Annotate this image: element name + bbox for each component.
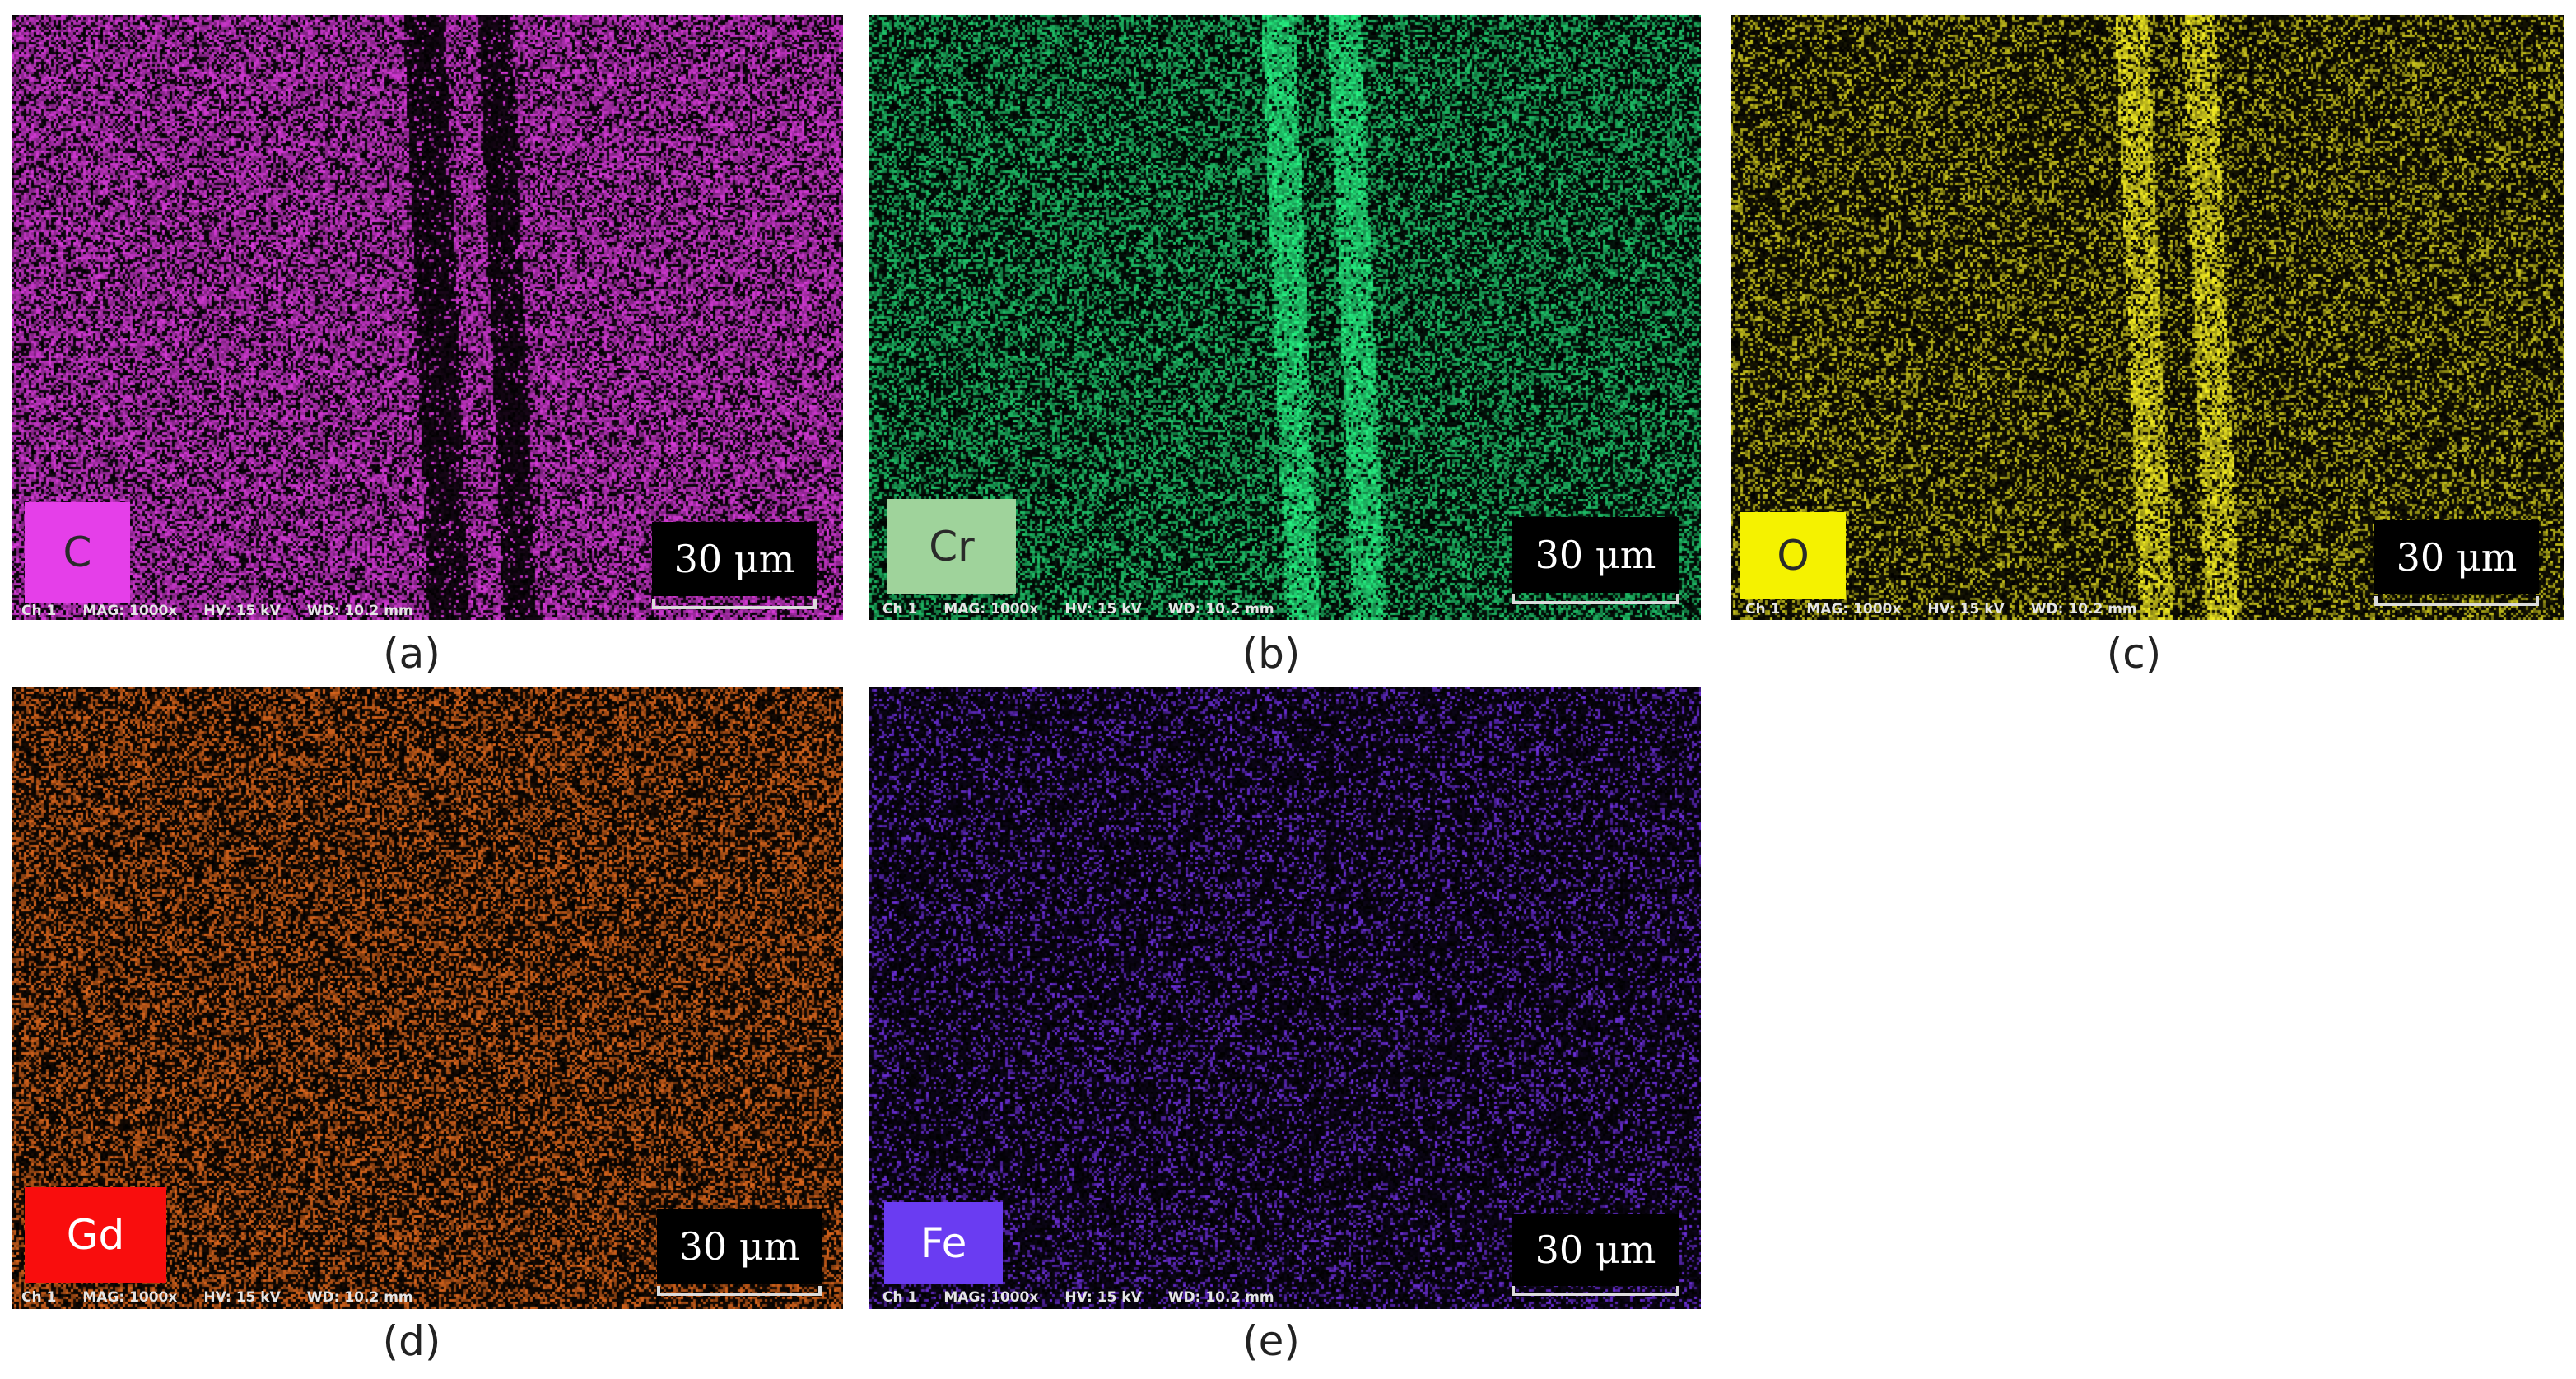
scale-bar-label-o: 30 μm <box>2374 520 2539 594</box>
element-label-gd: Gd <box>25 1187 166 1283</box>
eds-map-canvas-fe <box>869 687 1701 1309</box>
eds-map-canvas-o <box>1731 15 2564 620</box>
scale-bar-o <box>2374 596 2539 606</box>
scale-bar-label-cr: 30 μm <box>1512 517 1679 593</box>
scale-bar-cr <box>1512 594 1679 604</box>
element-label-o: O <box>1740 512 1846 599</box>
element-label-cr: Cr <box>887 499 1016 594</box>
scale-bar-gd <box>657 1286 822 1296</box>
eds-map-panel-o: O 30 μm Ch 1 MAG: 1000x HV: 15 kV WD: 10.2 … <box>1731 15 2564 620</box>
eds-map-panel-fe: Fe 30 μm Ch 1 MAG: 1000x HV: 15 kV WD: 10.2… <box>869 687 1701 1309</box>
caption-d: (d) <box>382 1317 441 1365</box>
sem-metadata-o: Ch 1 MAG: 1000x HV: 15 kV WD: 10.2 mm <box>1745 601 2137 617</box>
caption-e: (e) <box>1242 1317 1300 1365</box>
scale-bar-fe <box>1512 1286 1679 1296</box>
scale-bar-label-gd: 30 μm <box>657 1209 822 1284</box>
scale-bar-label-c: 30 μm <box>652 522 817 596</box>
element-label-c: C <box>25 502 130 603</box>
sem-metadata-fe: Ch 1 MAG: 1000x HV: 15 kV WD: 10.2 mm <box>883 1289 1274 1306</box>
eds-map-panel-c: C 30 μm Ch 1 MAG: 1000x HV: 15 kV WD: 10.2 … <box>12 15 843 620</box>
sem-metadata-cr: Ch 1 MAG: 1000x HV: 15 kV WD: 10.2 mm <box>883 601 1274 617</box>
scale-bar-label-fe: 30 μm <box>1512 1214 1679 1286</box>
element-label-fe: Fe <box>884 1202 1003 1284</box>
scale-bar-c <box>652 599 817 609</box>
sem-metadata-gd: Ch 1 MAG: 1000x HV: 15 kV WD: 10.2 mm <box>21 1289 413 1306</box>
eds-map-panel-gd: Gd 30 μm Ch 1 MAG: 1000x HV: 15 kV WD: 10.2… <box>12 687 843 1309</box>
caption-a: (a) <box>383 630 440 678</box>
eds-map-canvas-c <box>12 15 843 620</box>
sem-metadata-c: Ch 1 MAG: 1000x HV: 15 kV WD: 10.2 mm <box>21 603 413 619</box>
eds-map-panel-cr: Cr 30 μm Ch 1 MAG: 1000x HV: 15 kV WD: 10.2… <box>869 15 1701 620</box>
caption-b: (b) <box>1241 630 1301 678</box>
caption-c: (c) <box>2106 630 2162 678</box>
